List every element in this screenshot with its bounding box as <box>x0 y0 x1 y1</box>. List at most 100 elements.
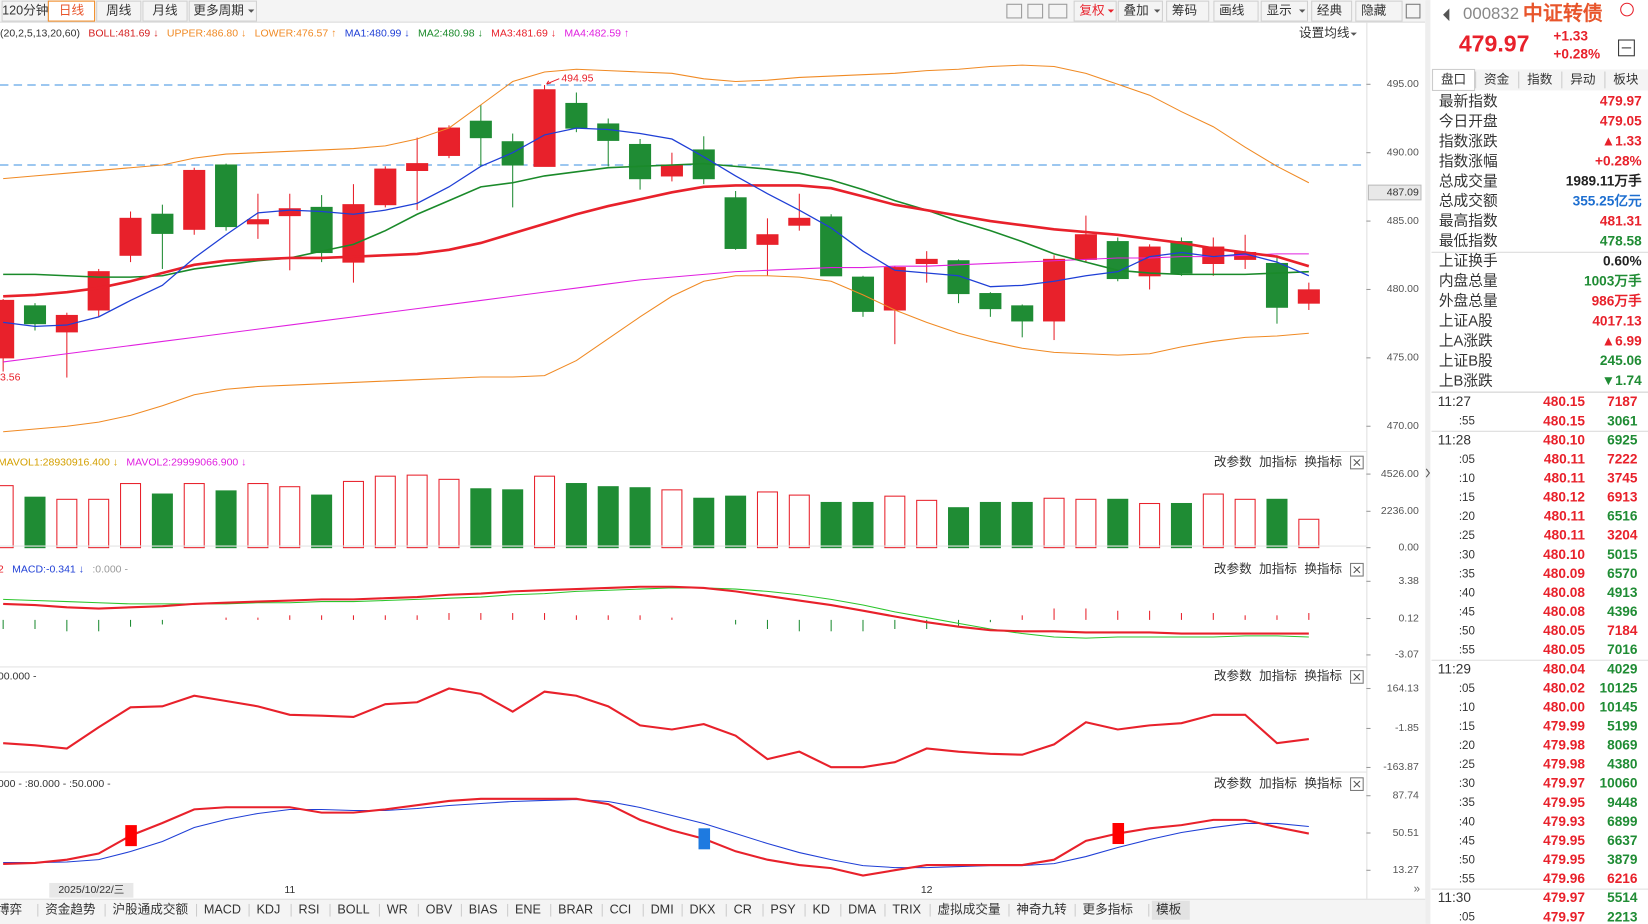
panel-tool[interactable]: 改参数 <box>1214 668 1252 683</box>
indicator-tab[interactable]: ENE <box>515 903 541 917</box>
indicator-tab[interactable]: RSI <box>298 903 319 917</box>
indicator-tab[interactable]: DKX <box>689 903 716 917</box>
indicator-tab[interactable]: OBV <box>426 903 453 917</box>
panel-close[interactable] <box>1350 562 1364 577</box>
y-tick-label: 470.00 <box>1387 420 1419 432</box>
legend-item: MAVOL2:29999066.900 ↓ <box>126 456 246 468</box>
tick-volume: 2213 <box>1607 909 1638 924</box>
tick-volume: 4380 <box>1607 757 1638 772</box>
tick-price: 480.09 <box>1543 566 1585 581</box>
indicator-tab[interactable]: KD <box>812 903 830 917</box>
indicator-tab[interactable]: BRAR <box>558 903 593 917</box>
panel-tool[interactable]: 换指标 <box>1304 562 1342 576</box>
period-tab[interactable] <box>47 0 96 22</box>
tick-time: :50 <box>1459 854 1475 866</box>
tick-volume: 10060 <box>1600 776 1638 791</box>
quote-tab[interactable]: 异动 <box>1570 72 1595 86</box>
prev-arrow[interactable] <box>1443 8 1450 22</box>
legend-item: UPPER:486.80 ↓ <box>167 27 246 39</box>
indicator-tab[interactable]: WR <box>387 903 408 917</box>
tick-time: :05 <box>1459 912 1475 924</box>
period-tab[interactable] <box>142 0 188 22</box>
indicator-tab[interactable]: MACD <box>204 903 241 917</box>
candle-body <box>374 168 397 206</box>
stat-label: 指数涨幅 <box>1439 153 1498 170</box>
panel-tool[interactable]: 换指标 <box>1304 776 1342 790</box>
quote-tab[interactable]: 盘口 <box>1441 71 1466 86</box>
tick-volume: 4396 <box>1607 604 1638 619</box>
tool-button[interactable] <box>1311 0 1353 22</box>
volume-bar <box>725 495 747 549</box>
panel-tool[interactable]: 加指标 <box>1259 669 1297 683</box>
panel-tool[interactable]: 改参数 <box>1214 454 1252 469</box>
indicator-tab[interactable]: BIAS <box>469 903 498 917</box>
indicator-tab[interactable]: 模板 <box>1156 903 1182 917</box>
candle-body <box>915 258 938 265</box>
active-tab[interactable] <box>1151 900 1190 920</box>
indicator-tab[interactable]: 博弈 <box>0 902 22 917</box>
tool-button[interactable] <box>1260 0 1308 22</box>
period-tab-label: 120分钟 <box>2 2 48 17</box>
quote-tab-active[interactable] <box>1432 68 1476 91</box>
x-label: 12 <box>921 884 933 896</box>
candle-body <box>724 197 747 249</box>
indicator-tab[interactable]: BOLL <box>337 903 369 917</box>
panel-tool[interactable]: 加指标 <box>1259 562 1297 576</box>
tick-volume: 6899 <box>1607 814 1638 829</box>
tool-icon[interactable] <box>1048 3 1068 19</box>
indicator-tab[interactable]: KDJ <box>256 903 280 917</box>
legend-item: MA3:481.69 ↓ <box>491 27 556 39</box>
panel-close[interactable] <box>1350 455 1364 470</box>
tick-volume: 10145 <box>1600 699 1638 714</box>
indicator-tab[interactable]: 更多指标 <box>1083 903 1134 917</box>
quote-tab[interactable]: 指数 <box>1527 72 1553 86</box>
legend-item: :0.000 - <box>92 564 128 576</box>
tool-button[interactable] <box>1166 0 1210 22</box>
panel-tool[interactable]: 改参数 <box>1214 561 1252 576</box>
indicator-tab[interactable]: 神奇九转 <box>1016 903 1067 917</box>
dropdown-caret <box>1350 32 1357 36</box>
ma-setting[interactable]: 设置均线 <box>1299 26 1350 40</box>
fullscreen-icon[interactable] <box>1405 3 1421 19</box>
panel-tool[interactable]: 加指标 <box>1259 776 1297 790</box>
quote-tab[interactable]: 资金 <box>1484 71 1510 86</box>
tool-button[interactable] <box>1117 0 1163 22</box>
indicator-tab[interactable]: 资金趋势 <box>45 902 96 917</box>
indicator-tab[interactable]: DMA <box>848 903 877 917</box>
tick-volume: 5015 <box>1607 547 1638 562</box>
cursor-price: 487.09 <box>1387 186 1419 198</box>
quote-tab[interactable]: 板块 <box>1613 72 1639 86</box>
scroll-arrow[interactable]: » <box>1414 883 1420 895</box>
indicator-tab[interactable]: DMI <box>651 903 674 917</box>
tool-button[interactable] <box>1213 0 1259 22</box>
indicator-tab[interactable]: 虚拟成交量 <box>938 902 1001 917</box>
candle-body <box>565 102 588 129</box>
volume-bar <box>406 474 428 549</box>
indicator-line <box>3 162 1309 278</box>
panel-tool[interactable]: 换指标 <box>1304 455 1342 469</box>
tool-button-label: 画线 <box>1219 3 1245 17</box>
volume-bar <box>120 483 142 549</box>
tool-icon[interactable] <box>1027 3 1044 19</box>
indicator-tab[interactable]: TRIX <box>892 903 921 917</box>
candle-body <box>278 208 301 217</box>
info-icon[interactable] <box>1620 2 1634 17</box>
tool-button[interactable] <box>1355 0 1403 22</box>
panel-tool[interactable]: 加指标 <box>1259 455 1297 469</box>
period-tab[interactable] <box>96 0 142 22</box>
panel-close[interactable] <box>1350 670 1364 684</box>
indicator-tab[interactable]: PSY <box>770 903 796 917</box>
panel-tool[interactable]: 换指标 <box>1304 669 1342 683</box>
indicator-tab[interactable]: CCI <box>610 903 632 917</box>
panel-close[interactable] <box>1350 777 1364 791</box>
period-tab[interactable] <box>188 0 257 22</box>
collapse-button[interactable] <box>1618 39 1635 57</box>
volume-bar <box>916 499 938 549</box>
tool-button[interactable] <box>1073 0 1117 22</box>
y-tick-label: 2236.00 <box>1381 505 1419 517</box>
tool-icon[interactable] <box>1006 3 1023 19</box>
panel-tool[interactable]: 改参数 <box>1214 775 1252 790</box>
indicator-tab[interactable]: CR <box>734 903 752 917</box>
indicator-tab[interactable]: 沪股通成交额 <box>112 902 188 917</box>
splitter[interactable] <box>1425 0 1431 924</box>
